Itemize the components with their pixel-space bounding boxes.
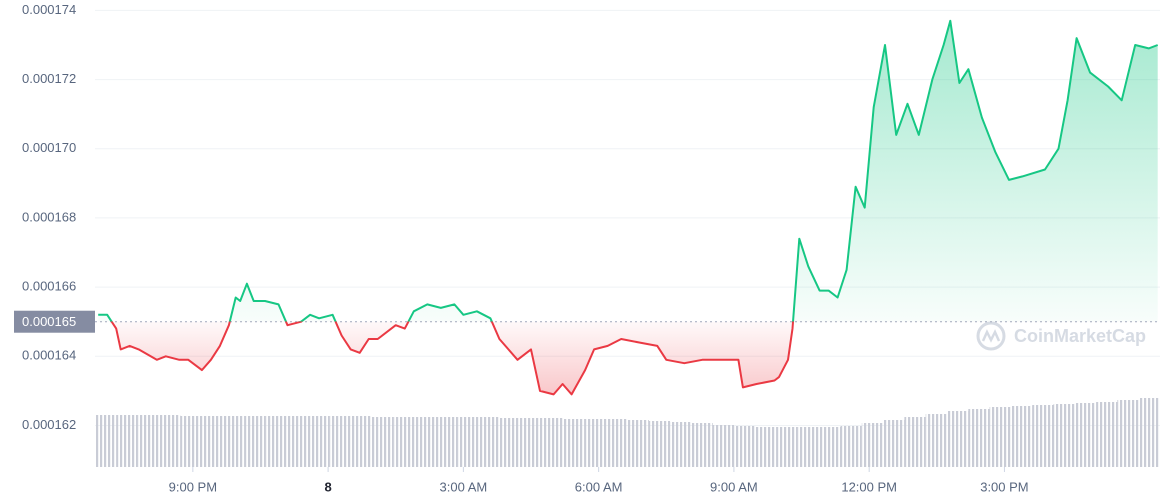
- volume-bar: [542, 418, 564, 467]
- volume-bar: [1032, 405, 1054, 467]
- y-tick-label: 0.000172: [22, 71, 76, 86]
- volume-bar: [286, 416, 308, 467]
- volume-bar: [201, 416, 223, 467]
- y-tick-label: 0.000162: [22, 417, 76, 432]
- y-tick-label: 0.000164: [22, 348, 76, 363]
- volume-bar: [691, 423, 713, 467]
- volume-bar: [457, 417, 479, 467]
- watermark-text: CoinMarketCap: [1014, 326, 1146, 346]
- y-tick-label: 0.000168: [22, 209, 76, 224]
- volume-bar: [819, 427, 841, 467]
- volume-bar: [989, 407, 1011, 467]
- baseline-label-box: [14, 310, 95, 333]
- x-tick-label: 12:00 PM: [841, 479, 897, 494]
- volume-bar: [265, 416, 287, 467]
- volume-bar: [308, 416, 330, 467]
- volume-bar: [499, 418, 521, 467]
- x-tick-label: 3:00 AM: [440, 479, 488, 494]
- volume-bar: [350, 416, 372, 467]
- volume-bar: [797, 427, 820, 467]
- y-tick-label: 0.000170: [22, 140, 76, 155]
- volume-bar: [776, 427, 798, 467]
- volume-bar: [521, 418, 543, 467]
- x-tick-label: 3:00 PM: [980, 479, 1028, 494]
- volume-bar: [947, 411, 969, 467]
- volume-bar: [712, 425, 734, 467]
- volume-bar: [1096, 402, 1118, 467]
- volume-bar: [1074, 403, 1097, 467]
- x-tick-label: 9:00 AM: [710, 479, 758, 494]
- watermark: CoinMarketCap: [976, 321, 1146, 351]
- y-tick-label: 0.000166: [22, 279, 76, 294]
- volume-bar: [606, 419, 628, 467]
- volume-bar: [1117, 400, 1139, 467]
- volume-bar: [116, 415, 138, 467]
- baseline-label: 0.000165: [22, 314, 76, 329]
- volume-bar: [158, 415, 181, 467]
- volume-bar: [755, 427, 777, 467]
- volume-bar: [95, 415, 117, 467]
- volume-bar: [1053, 404, 1075, 467]
- volume-bar: [393, 417, 415, 467]
- volume-bar: [222, 416, 245, 467]
- volume-bar: [627, 420, 649, 467]
- volume-bar: [883, 420, 905, 467]
- volume-bar: [435, 417, 458, 467]
- x-tick-label: 8: [324, 479, 331, 494]
- volume-bar: [840, 426, 862, 467]
- y-tick-label: 0.000174: [22, 2, 76, 17]
- volume-bar: [478, 417, 500, 467]
- volume-bar: [414, 417, 436, 467]
- volume-bar: [925, 414, 947, 467]
- volume-bar: [1010, 406, 1033, 467]
- price-line: [98, 19, 1159, 396]
- x-tick-label: 6:00 AM: [575, 479, 623, 494]
- x-tick-label: 9:00 PM: [169, 479, 217, 494]
- volume-bar: [904, 417, 926, 467]
- volume-bar: [968, 409, 990, 467]
- volume-bar: [1138, 398, 1160, 467]
- volume-bar: [371, 417, 394, 467]
- volume-bar: [137, 415, 159, 467]
- volume-bar: [670, 422, 692, 467]
- volume-bar: [180, 416, 202, 467]
- volume-bar: [648, 421, 671, 467]
- volume-bar: [734, 426, 756, 467]
- volume-bar: [244, 416, 266, 467]
- volume-bar: [563, 419, 585, 467]
- volume-bar: [584, 419, 607, 467]
- volume-bar: [861, 423, 884, 467]
- volume-bar: [329, 416, 351, 467]
